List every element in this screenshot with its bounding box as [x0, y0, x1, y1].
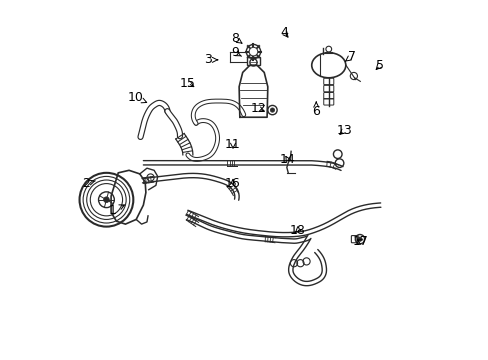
Text: 7: 7 [345, 50, 355, 63]
Text: 12: 12 [250, 103, 266, 116]
Text: 14: 14 [279, 153, 295, 166]
Text: 15: 15 [180, 77, 195, 90]
Circle shape [270, 108, 274, 112]
Text: 4: 4 [280, 27, 288, 40]
Circle shape [103, 197, 109, 203]
Text: 5: 5 [375, 59, 383, 72]
Text: 9: 9 [230, 46, 241, 59]
Text: 3: 3 [203, 53, 217, 66]
Text: 1: 1 [109, 204, 124, 217]
Text: 17: 17 [352, 235, 368, 248]
Text: 18: 18 [289, 224, 305, 237]
Text: 13: 13 [336, 124, 351, 137]
Text: 6: 6 [312, 102, 320, 118]
Circle shape [357, 237, 362, 241]
Text: 10: 10 [127, 91, 146, 104]
Text: 2: 2 [82, 177, 95, 190]
Text: 16: 16 [224, 177, 241, 190]
Text: 11: 11 [224, 138, 241, 150]
Text: 8: 8 [230, 32, 242, 45]
